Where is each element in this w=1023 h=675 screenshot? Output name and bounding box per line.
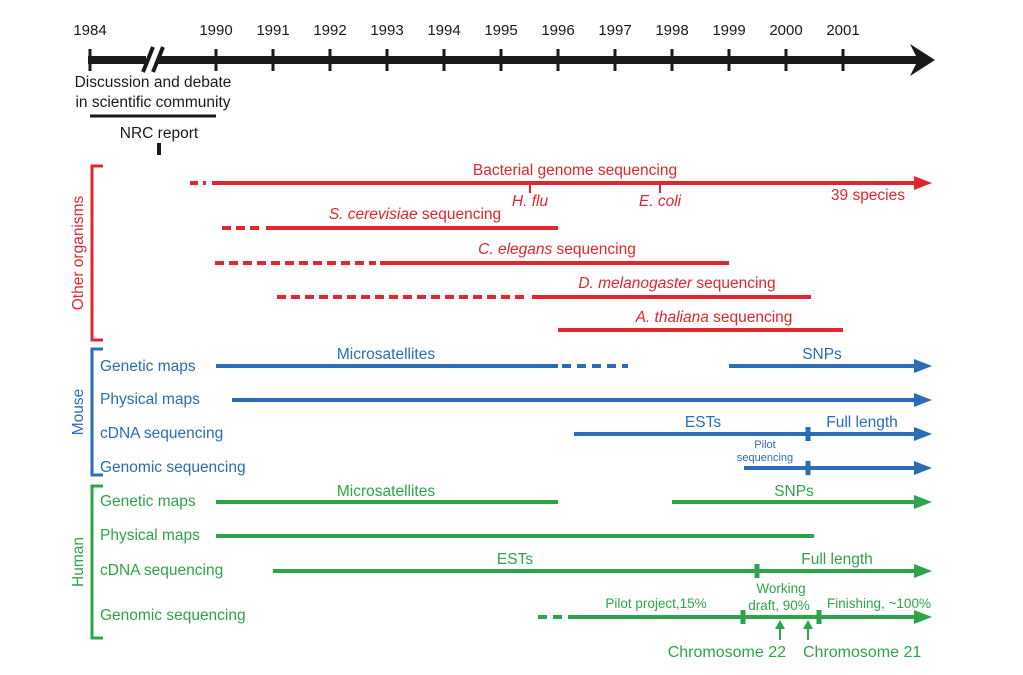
human-ests-label: ESTs (497, 551, 533, 568)
year-labels: 1984 1990 1991 1992 1993 1994 1995 1996 … (73, 22, 859, 39)
mouse-full-length-label: Full length (826, 414, 898, 431)
year-label-1984: 1984 (73, 22, 106, 39)
human-row-genetic-maps: Genetic maps (100, 493, 196, 510)
mouse-row-physical-maps: Physical maps (100, 391, 200, 408)
human-genomic-arrowhead (914, 610, 932, 624)
mouse-snps-label: SNPs (802, 346, 842, 363)
year-label-1994: 1994 (427, 22, 460, 39)
bacterial-label: Bacterial genome sequencing (473, 162, 677, 179)
a-thaliana-suffix: sequencing (709, 309, 793, 326)
mouse-microsatellites-label: Microsatellites (337, 346, 435, 363)
a-thaliana-species: A. thaliana (635, 309, 710, 326)
mouse-pilot-line-1: Pilot (754, 439, 775, 451)
d-melanogaster-label: D. melanogaster sequencing (578, 275, 775, 292)
e-coli-label: E. coli (639, 193, 682, 210)
year-label-1997: 1997 (598, 22, 631, 39)
a-thaliana-label: A. thaliana sequencing (635, 309, 793, 326)
bacterial-arrowhead (914, 176, 932, 190)
human-finishing-label: Finishing, ~100% (827, 596, 931, 611)
nrc-report-label: NRC report (120, 125, 199, 142)
mouse-row-genomic-sequencing: Genomic sequencing (100, 459, 246, 476)
group-label-other-organisms: Other organisms (70, 195, 87, 310)
chromosome22-arrow-head (775, 620, 785, 629)
group-label-mouse: Mouse (70, 389, 87, 436)
mouse-row-genetic-maps: Genetic maps (100, 358, 196, 375)
bracket-human (90, 484, 103, 640)
s-cerevisiae-species: S. cerevisiae (329, 206, 418, 223)
mouse-cdna-arrowhead (914, 427, 932, 441)
species-39-label: 39 species (831, 187, 905, 204)
human-row-genomic-sequencing: Genomic sequencing (100, 607, 246, 624)
year-label-1991: 1991 (256, 22, 289, 39)
axis-break-slash-1 (141, 46, 155, 73)
mouse-genetic-arrowhead (914, 359, 932, 373)
mouse-section: Genetic maps Physical maps cDNA sequenci… (100, 346, 932, 476)
axis-bar-left (88, 56, 146, 64)
year-label-1995: 1995 (484, 22, 517, 39)
human-row-physical-maps: Physical maps (100, 527, 200, 544)
c-elegans-species: C. elegans (478, 241, 552, 258)
year-label-1992: 1992 (313, 22, 346, 39)
d-melanogaster-species: D. melanogaster (578, 275, 693, 292)
year-label-2000: 2000 (769, 22, 802, 39)
discussion-line-2: in scientific community (75, 94, 230, 111)
year-label-1999: 1999 (712, 22, 745, 39)
mouse-genomic-arrowhead (914, 461, 932, 475)
s-cerevisiae-suffix: sequencing (418, 206, 502, 223)
human-pilot-project-label: Pilot project,15% (605, 596, 706, 611)
year-label-1996: 1996 (541, 22, 574, 39)
year-label-2001: 2001 (826, 22, 859, 39)
axis-arrowhead (910, 44, 935, 76)
human-working-line-2: draft, 90% (748, 598, 810, 613)
chromosome21-label: Chromosome 21 (803, 644, 921, 661)
s-cerevisiae-label: S. cerevisiae sequencing (329, 206, 501, 223)
h-flu-label: H. flu (512, 193, 549, 210)
c-elegans-suffix: sequencing (552, 241, 636, 258)
bracket-mouse (90, 347, 103, 477)
human-row-cdna-sequencing: cDNA sequencing (100, 562, 223, 579)
year-label-1990: 1990 (199, 22, 232, 39)
mouse-ests-label: ESTs (685, 414, 721, 431)
human-genetic-arrowhead (914, 495, 932, 509)
group-label-human: Human (70, 537, 87, 587)
year-label-1993: 1993 (370, 22, 403, 39)
d-melanogaster-suffix: sequencing (692, 275, 776, 292)
discussion-line-1: Discussion and debate (75, 74, 232, 91)
other-organisms-section: Bacterial genome sequencing H. flu E. co… (190, 162, 932, 332)
c-elegans-label: C. elegans sequencing (478, 241, 636, 258)
year-label-1998: 1998 (655, 22, 688, 39)
human-section: Genetic maps Physical maps cDNA sequenci… (100, 483, 932, 661)
human-full-length-label: Full length (801, 551, 873, 568)
human-working-line-1: Working (756, 581, 805, 596)
axis-break-slash-2 (151, 46, 165, 73)
human-snps-label: SNPs (774, 483, 814, 500)
time-axis (88, 44, 935, 76)
human-microsatellites-label: Microsatellites (337, 483, 435, 500)
mouse-physical-arrowhead (914, 393, 932, 407)
chromosome22-label: Chromosome 22 (668, 644, 786, 661)
axis-bar-main (158, 56, 918, 64)
mouse-pilot-line-2: sequencing (737, 452, 793, 464)
bracket-other-organisms (90, 164, 103, 342)
mouse-row-cdna-sequencing: cDNA sequencing (100, 425, 223, 442)
chromosome21-arrow-head (803, 620, 813, 629)
discussion-note: Discussion and debate in scientific comm… (75, 74, 232, 111)
human-cdna-arrowhead (914, 564, 932, 578)
